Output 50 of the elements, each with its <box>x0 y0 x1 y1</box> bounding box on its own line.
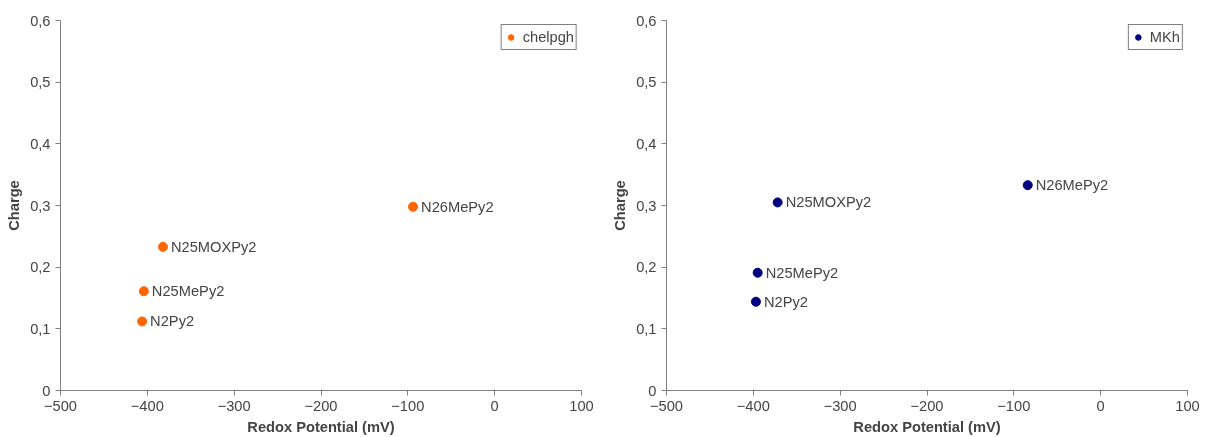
point <box>750 296 761 307</box>
annotation: N2Py2 <box>763 293 808 310</box>
annotation: N25MePy2 <box>765 264 839 281</box>
legend-label: chelpgh <box>522 29 574 45</box>
x-tick-label: −400 <box>736 397 770 414</box>
point <box>157 241 168 252</box>
x-tick-label: 100 <box>569 397 594 414</box>
annotation: N26MePy2 <box>1035 177 1109 194</box>
y-axis-title: Charge <box>6 180 23 231</box>
y-tick-label: 0,3 <box>636 197 657 214</box>
point <box>1022 180 1033 191</box>
x-tick-label: 0 <box>1096 397 1105 414</box>
annotation: N25MOXPy2 <box>170 238 257 255</box>
x-tick-label: −500 <box>649 397 684 414</box>
x-tick-label: −200 <box>910 397 944 414</box>
x-tick-label: 0 <box>490 397 499 414</box>
x-axis-title: Redox Potential (mV) <box>853 418 1001 435</box>
annotation: N25MOXPy2 <box>785 194 872 211</box>
y-tick-label: 0,6 <box>636 12 657 29</box>
y-tick-label: 0 <box>42 382 51 399</box>
annotation: N26MePy2 <box>421 198 494 215</box>
x-tick-label: −300 <box>823 397 857 414</box>
x-axis-title: Redox Potential (mV) <box>247 418 395 435</box>
annotation: N25MePy2 <box>151 283 225 300</box>
point <box>408 201 419 212</box>
point <box>138 286 149 297</box>
y-tick-label: 0,2 <box>30 259 51 276</box>
x-tick-label: −300 <box>217 397 251 414</box>
y-tick-label: 0,1 <box>636 320 657 337</box>
x-tick-label: 100 <box>1175 397 1200 414</box>
y-tick-label: 0,1 <box>30 320 51 337</box>
y-tick-label: 0,2 <box>636 259 657 276</box>
y-tick-label: 0,5 <box>30 74 51 91</box>
y-tick-label: 0,4 <box>30 135 51 152</box>
y-tick-label: 0 <box>648 382 657 399</box>
point <box>772 197 783 208</box>
point <box>137 316 148 327</box>
legend-label: MKh <box>1149 29 1180 45</box>
x-tick-label: −500 <box>43 397 78 414</box>
annotation: N2Py2 <box>150 313 195 330</box>
y-tick-label: 0,4 <box>636 135 657 152</box>
x-tick-label: −100 <box>997 397 1031 414</box>
y-tick-label: 0,3 <box>30 197 51 214</box>
x-tick-label: −100 <box>391 397 425 414</box>
x-tick-label: −400 <box>130 397 164 414</box>
x-tick-label: −200 <box>304 397 338 414</box>
y-tick-label: 0,5 <box>636 74 657 91</box>
y-tick-label: 0,6 <box>30 12 51 29</box>
point <box>752 267 763 278</box>
y-axis-title: Charge <box>612 180 629 231</box>
